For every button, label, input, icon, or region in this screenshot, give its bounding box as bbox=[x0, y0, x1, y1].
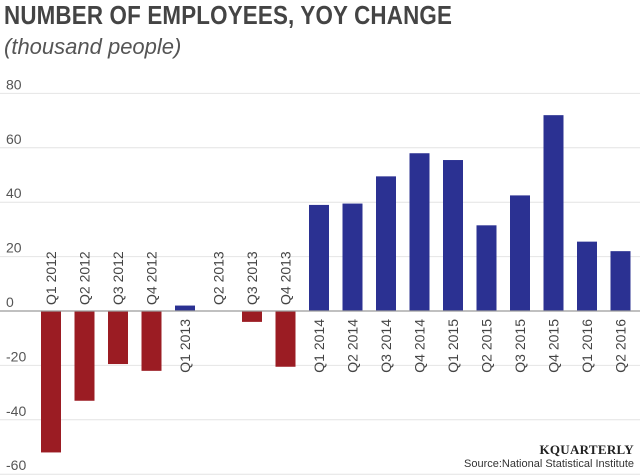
bar bbox=[376, 176, 396, 311]
y-tick-label: -40 bbox=[6, 403, 26, 419]
bar bbox=[543, 115, 564, 311]
y-tick-label: 40 bbox=[6, 185, 22, 201]
bar bbox=[74, 311, 95, 401]
bar bbox=[476, 225, 497, 311]
bar bbox=[409, 153, 430, 311]
bar bbox=[242, 311, 262, 322]
bar bbox=[342, 203, 363, 311]
x-category-label: Q1 2016 bbox=[579, 319, 595, 373]
x-category-label: Q4 2013 bbox=[278, 251, 294, 305]
source-note: Source:National Statistical Institute bbox=[464, 458, 634, 470]
grid-lines bbox=[0, 92, 640, 475]
bar bbox=[510, 195, 530, 311]
x-category-label: Q4 2014 bbox=[412, 319, 428, 373]
bar bbox=[577, 241, 597, 311]
x-category-label: Q2 2015 bbox=[479, 319, 495, 373]
bar bbox=[108, 311, 128, 365]
bar bbox=[141, 311, 162, 371]
y-tick-label: 60 bbox=[6, 131, 22, 147]
x-category-label: Q1 2013 bbox=[177, 319, 193, 373]
x-category-label: Q2 2012 bbox=[77, 251, 93, 305]
x-category-label: Q3 2015 bbox=[512, 319, 528, 373]
y-tick-label: -60 bbox=[6, 457, 26, 473]
x-category-label: Q1 2014 bbox=[311, 319, 327, 373]
bars bbox=[41, 115, 631, 453]
x-category-label: Q2 2014 bbox=[345, 319, 361, 373]
bar bbox=[610, 251, 631, 311]
x-category-label: Q2 2013 bbox=[211, 251, 227, 305]
brand-logo: KQUARTERLY bbox=[539, 442, 634, 457]
bar bbox=[309, 204, 329, 311]
x-category-label: Q4 2012 bbox=[144, 251, 160, 305]
chart-title: NUMBER OF EMPLOYEES, YOY CHANGE bbox=[4, 0, 453, 30]
y-axis-ticks: 80 60 40 20 0 -20 -40 -60 bbox=[6, 76, 26, 473]
x-category-label: Q1 2015 bbox=[445, 319, 461, 373]
x-category-label: Q1 2012 bbox=[43, 251, 59, 305]
x-category-label: Q4 2015 bbox=[546, 319, 562, 373]
y-tick-label: 80 bbox=[6, 76, 22, 92]
x-category-label: Q3 2014 bbox=[378, 319, 394, 373]
bar bbox=[275, 311, 296, 367]
x-category-label: Q3 2013 bbox=[244, 251, 260, 305]
chart-subtitle: (thousand people) bbox=[4, 34, 182, 59]
x-category-label: Q2 2016 bbox=[613, 319, 629, 373]
bar bbox=[443, 160, 463, 311]
y-tick-label: 20 bbox=[6, 240, 22, 256]
bar bbox=[41, 311, 61, 453]
category-labels: Q1 2012 Q2 2012 Q3 2012 Q4 2012 Q1 2013 Q2 20… bbox=[43, 251, 629, 373]
x-category-label: Q3 2012 bbox=[110, 251, 126, 305]
y-tick-label: -20 bbox=[6, 348, 26, 364]
y-tick-label: 0 bbox=[6, 294, 14, 310]
bar bbox=[175, 305, 195, 311]
